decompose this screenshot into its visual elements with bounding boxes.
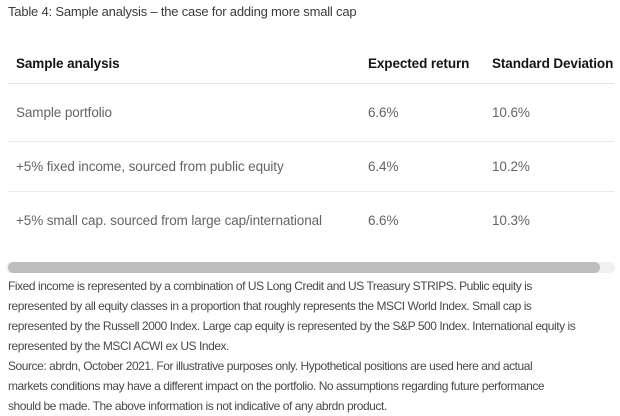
horizontal-scrollbar-track[interactable] — [6, 262, 615, 273]
standard-deviation-value: 10.2% — [492, 159, 530, 174]
footnote-line: represented by all equity classes in a p… — [8, 299, 532, 313]
table-row: +5% fixed income, sourced from public eq… — [8, 142, 614, 192]
row-label: Sample portfolio — [16, 105, 112, 120]
column-header-sample-analysis: Sample analysis — [16, 56, 120, 71]
standard-deviation-value: 10.3% — [492, 213, 530, 228]
footnote-line: markets conditions may have a different … — [8, 379, 545, 393]
footnotes: Fixed income is represented by a combina… — [8, 276, 618, 416]
row-label: +5% fixed income, sourced from public eq… — [16, 159, 284, 174]
footnote-line: represented by the Russell 2000 Index. L… — [8, 319, 576, 333]
table-header-row: Sample analysis Expected return Standard… — [8, 44, 614, 84]
table-caption: Table 4: Sample analysis – the case for … — [8, 4, 357, 19]
standard-deviation-value: 10.6% — [492, 105, 530, 120]
footnote-line: represented by the MSCI ACWI ex US Index… — [8, 339, 229, 353]
sample-analysis-table: Sample analysis Expected return Standard… — [8, 44, 614, 249]
column-header-expected-return: Expected return — [368, 56, 470, 71]
expected-return-value: 6.4% — [368, 159, 399, 174]
column-header-standard-deviation: Standard Deviation — [492, 56, 614, 71]
row-label: +5% small cap. sourced from large cap/in… — [16, 213, 322, 228]
expected-return-value: 6.6% — [368, 213, 399, 228]
table-row: +5% small cap. sourced from large cap/in… — [8, 192, 614, 249]
table-row: Sample portfolio 6.6% 10.6% — [8, 84, 614, 142]
expected-return-value: 6.6% — [368, 105, 399, 120]
footnote-line: Fixed income is represented by a combina… — [8, 279, 532, 293]
footnote-line: should be made. The above information is… — [8, 399, 387, 413]
footnote-source-line: Source: abrdn, October 2021. For illustr… — [8, 359, 533, 373]
horizontal-scrollbar-thumb[interactable] — [8, 262, 600, 273]
